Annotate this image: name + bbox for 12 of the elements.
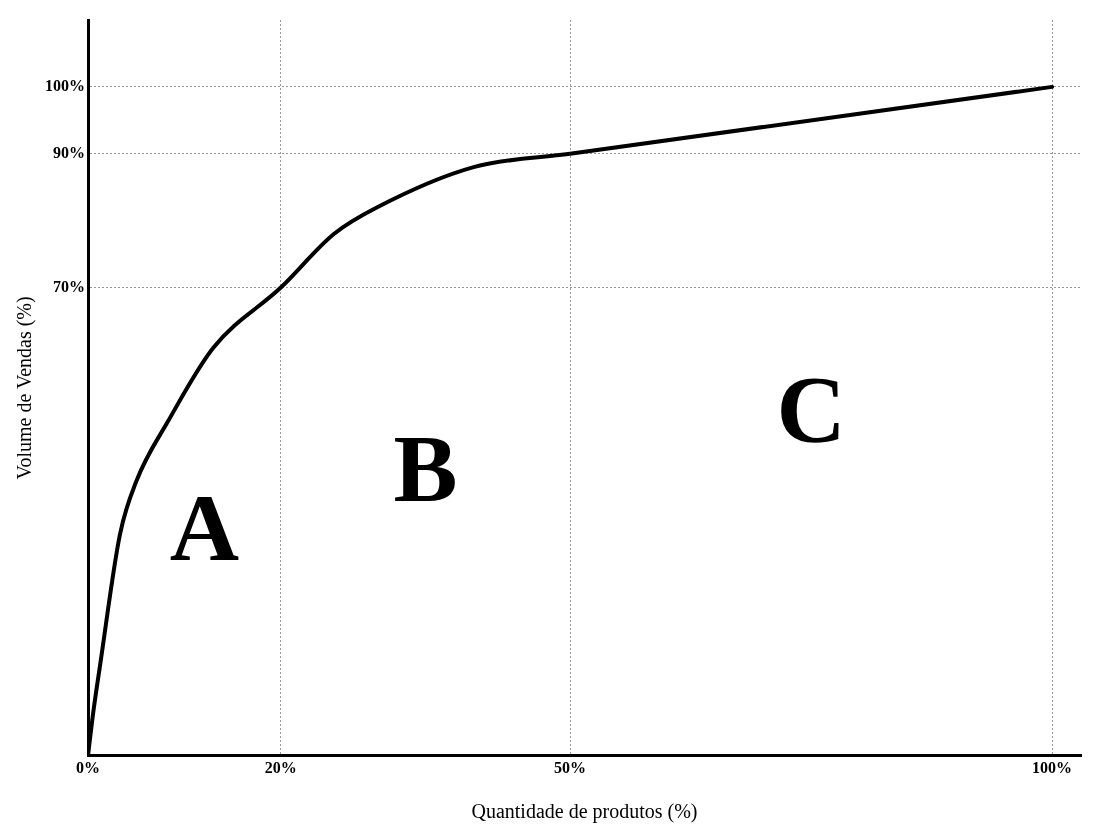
x-tick-label: 0% [76,758,100,776]
annotation: A [169,473,240,581]
annotation: C [776,356,846,464]
y-tick-label: 70% [53,277,85,295]
x-tick-label: 50% [554,758,587,776]
x-axis-title: Quantidade de produtos (%) [471,800,698,824]
y-axis-title: Volume de Vendas (%) [13,296,37,480]
y-tick-label: 100% [45,77,85,95]
x-tick-label: 20% [264,758,297,776]
x-tick-label: 100% [1032,758,1073,776]
annotation: B [393,414,458,522]
y-tick-label: 90% [53,143,85,161]
